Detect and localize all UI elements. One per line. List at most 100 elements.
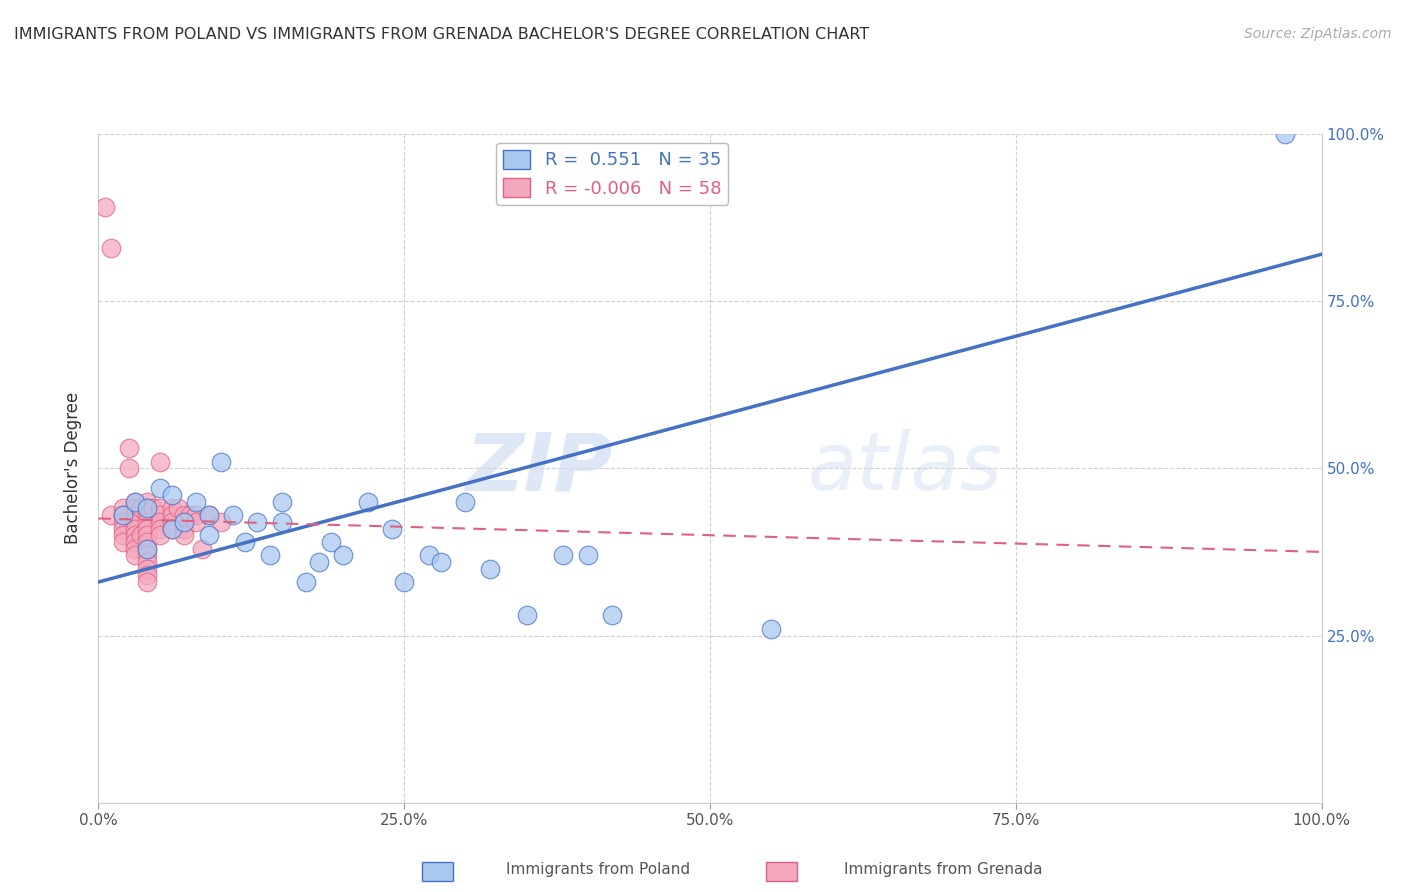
- Point: [197, 528, 219, 542]
- Point: [173, 515, 195, 529]
- Point: [179, 508, 201, 523]
- Point: [233, 535, 256, 549]
- Y-axis label: Bachelor's Degree: Bachelor's Degree: [65, 392, 83, 544]
- Text: Immigrants from Grenada: Immigrants from Grenada: [844, 863, 1042, 877]
- Point: [160, 501, 183, 516]
- Point: [392, 575, 416, 590]
- Point: [186, 515, 208, 529]
- Text: ZIP: ZIP: [465, 429, 612, 508]
- Point: [100, 508, 122, 523]
- Point: [270, 515, 294, 529]
- Point: [186, 508, 208, 523]
- Point: [553, 548, 575, 563]
- Point: [124, 494, 146, 508]
- Point: [136, 541, 159, 556]
- Point: [111, 521, 134, 535]
- Point: [515, 608, 537, 623]
- Point: [576, 548, 599, 563]
- Point: [136, 548, 159, 563]
- Point: [124, 515, 146, 529]
- Point: [1274, 127, 1296, 141]
- Point: [319, 535, 342, 549]
- Point: [222, 508, 245, 523]
- Point: [149, 528, 172, 542]
- Point: [111, 508, 134, 523]
- Point: [197, 508, 219, 523]
- Point: [136, 568, 159, 582]
- Point: [173, 508, 195, 523]
- Point: [136, 555, 159, 569]
- Point: [136, 501, 159, 516]
- Point: [136, 501, 159, 516]
- Point: [160, 521, 183, 535]
- Point: [111, 515, 134, 529]
- Point: [124, 535, 146, 549]
- Point: [160, 515, 183, 529]
- Point: [136, 528, 159, 542]
- Point: [295, 575, 318, 590]
- Point: [149, 521, 172, 535]
- Point: [136, 535, 159, 549]
- Point: [430, 555, 453, 569]
- Point: [160, 488, 183, 502]
- Point: [136, 508, 159, 523]
- Point: [259, 548, 281, 563]
- Point: [149, 501, 172, 516]
- Point: [142, 501, 165, 516]
- Point: [209, 455, 232, 469]
- Point: [136, 575, 159, 590]
- Point: [136, 494, 159, 508]
- Point: [186, 494, 208, 508]
- Text: Source: ZipAtlas.com: Source: ZipAtlas.com: [1244, 27, 1392, 41]
- Point: [160, 521, 183, 535]
- Point: [149, 515, 172, 529]
- Point: [118, 442, 141, 456]
- Point: [124, 548, 146, 563]
- Point: [173, 515, 195, 529]
- Point: [454, 494, 477, 508]
- Point: [124, 528, 146, 542]
- Point: [191, 541, 214, 556]
- Point: [124, 501, 146, 516]
- Point: [197, 508, 219, 523]
- Point: [124, 521, 146, 535]
- Point: [118, 461, 141, 475]
- Point: [332, 548, 354, 563]
- Point: [124, 541, 146, 556]
- Point: [246, 515, 269, 529]
- Point: [136, 562, 159, 576]
- Point: [270, 494, 294, 508]
- Text: Immigrants from Poland: Immigrants from Poland: [506, 863, 690, 877]
- Point: [149, 482, 172, 496]
- Point: [129, 528, 152, 542]
- Legend: R =  0.551   N = 35, R = -0.006   N = 58: R = 0.551 N = 35, R = -0.006 N = 58: [496, 143, 728, 205]
- Point: [136, 521, 159, 535]
- Point: [761, 622, 783, 636]
- Text: IMMIGRANTS FROM POLAND VS IMMIGRANTS FROM GRENADA BACHELOR'S DEGREE CORRELATION : IMMIGRANTS FROM POLAND VS IMMIGRANTS FRO…: [14, 27, 869, 42]
- Point: [149, 455, 172, 469]
- Point: [418, 548, 440, 563]
- Point: [356, 494, 378, 508]
- Point: [149, 508, 172, 523]
- Point: [129, 501, 152, 516]
- Point: [111, 501, 134, 516]
- Point: [93, 201, 115, 215]
- Point: [100, 241, 122, 255]
- Point: [124, 494, 146, 508]
- Point: [124, 508, 146, 523]
- Point: [209, 515, 232, 529]
- Point: [478, 562, 501, 576]
- Point: [111, 535, 134, 549]
- Point: [111, 508, 134, 523]
- Point: [136, 541, 159, 556]
- Point: [600, 608, 623, 623]
- Text: atlas: atlas: [808, 429, 1002, 508]
- Point: [111, 528, 134, 542]
- Point: [308, 555, 330, 569]
- Point: [160, 508, 183, 523]
- Point: [136, 515, 159, 529]
- Point: [167, 501, 190, 516]
- Point: [173, 528, 195, 542]
- Point: [173, 521, 195, 535]
- Point: [111, 508, 134, 523]
